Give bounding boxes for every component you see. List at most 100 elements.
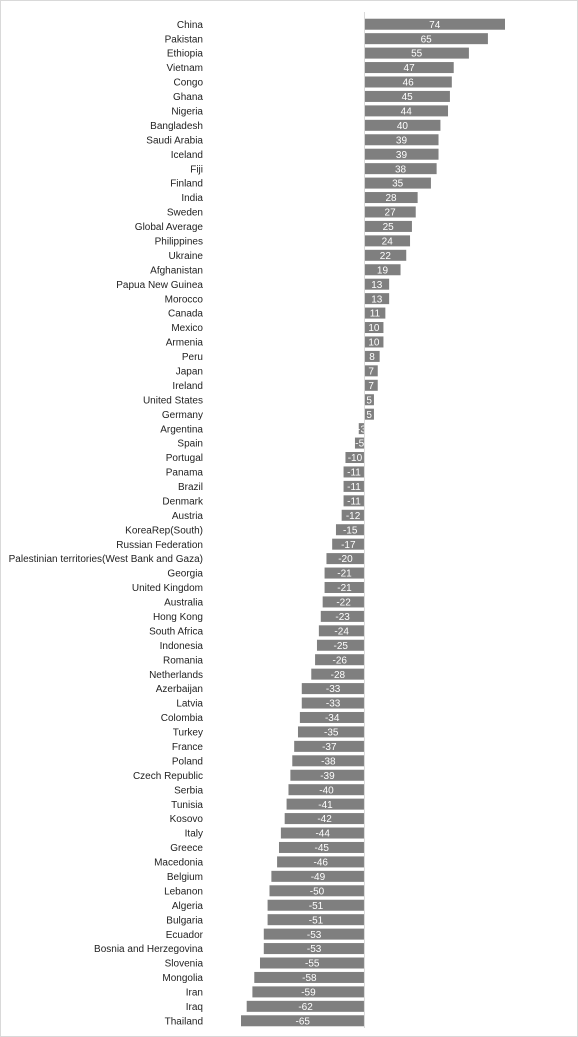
category-label: Hong Kong (153, 612, 203, 623)
category-label: Philippines (155, 237, 203, 248)
value-label: 40 (397, 121, 409, 132)
value-label: 39 (396, 135, 408, 146)
category-label: Afghanistan (150, 265, 203, 276)
value-label: -21 (337, 583, 352, 594)
bar (324, 567, 365, 579)
bar (278, 841, 365, 853)
bar (364, 264, 401, 276)
category-label: Bosnia and Herzegovina (94, 944, 203, 955)
bar (343, 480, 365, 492)
value-label: -42 (317, 814, 332, 825)
value-label: -62 (298, 1002, 313, 1013)
bar (315, 654, 365, 666)
bar (364, 220, 412, 232)
value-label: 28 (385, 193, 397, 204)
value-label: 5 (366, 395, 372, 406)
bar (364, 278, 390, 290)
category-label: Pakistan (165, 34, 203, 45)
category-label: Romania (163, 655, 203, 666)
category-label: Indonesia (160, 641, 204, 652)
bar (294, 740, 365, 752)
bar (335, 524, 365, 536)
value-label: -49 (311, 872, 326, 883)
category-label: France (172, 742, 204, 753)
category-label: Iran (186, 988, 203, 999)
value-label: -51 (309, 901, 324, 912)
bar (364, 379, 378, 391)
value-label: 7 (368, 381, 374, 392)
category-label: Peru (182, 352, 203, 363)
bar (241, 1015, 365, 1027)
category-label: Macedonia (154, 858, 203, 869)
bar (316, 639, 365, 651)
bar (343, 466, 365, 478)
category-label: Denmark (162, 496, 204, 507)
category-label: United Kingdom (132, 583, 203, 594)
value-label: 13 (371, 280, 383, 291)
category-label: Slovenia (165, 959, 204, 970)
value-label: 44 (401, 107, 413, 118)
value-label: -37 (322, 742, 337, 753)
value-label: -53 (307, 930, 322, 941)
value-label: 47 (404, 63, 416, 74)
bar (364, 206, 416, 218)
bar (280, 827, 365, 839)
bar (364, 148, 439, 160)
bar (277, 856, 365, 868)
value-label: 35 (392, 179, 404, 190)
bar (364, 192, 418, 204)
category-label: Congo (174, 78, 204, 89)
value-label: -41 (318, 800, 333, 811)
value-label: -50 (310, 886, 325, 897)
value-label: 65 (421, 34, 433, 45)
category-label: Palestinian territories(West Bank and Ga… (9, 554, 203, 565)
value-label: -3 (357, 424, 366, 435)
bar (252, 986, 365, 998)
value-label: -11 (347, 496, 361, 507)
category-label: Lebanon (164, 886, 203, 897)
category-label: Ireland (172, 381, 203, 392)
value-label: -10 (348, 453, 363, 464)
bar (364, 249, 407, 261)
category-label: Poland (172, 756, 203, 767)
category-label: Sweden (167, 208, 203, 219)
category-label: Iceland (171, 150, 203, 161)
category-label: Greece (170, 843, 203, 854)
value-label: -17 (341, 540, 356, 551)
value-label: 46 (403, 78, 415, 89)
category-label: Mongolia (162, 973, 203, 984)
bar (254, 971, 365, 983)
bar (364, 177, 431, 189)
bar (288, 784, 365, 796)
value-label: -40 (319, 785, 334, 796)
value-label: -20 (338, 554, 353, 565)
value-label: -33 (326, 684, 341, 695)
value-label: -45 (314, 843, 329, 854)
bar (297, 726, 365, 738)
bar (364, 18, 505, 30)
category-label: Thailand (165, 1016, 203, 1027)
bar (318, 625, 365, 637)
bar (301, 683, 365, 695)
value-label: -58 (302, 973, 317, 984)
bar (358, 423, 365, 435)
category-label: United States (143, 395, 203, 406)
bar (364, 90, 450, 102)
category-label: Bangladesh (150, 121, 203, 132)
bar (301, 697, 365, 709)
bar (364, 47, 469, 59)
category-label: KoreaRep(South) (125, 525, 203, 536)
bar (364, 119, 441, 131)
value-label: -33 (326, 699, 341, 710)
category-label: Netherlands (149, 670, 203, 681)
bar (263, 943, 365, 955)
category-label: Germany (162, 410, 203, 421)
category-label: Armenia (166, 338, 204, 349)
bar (364, 408, 374, 420)
value-label: 5 (366, 410, 372, 421)
bar (364, 307, 386, 319)
bar (364, 105, 449, 117)
value-label: 11 (370, 309, 381, 320)
category-label: Czech Republic (133, 771, 203, 782)
bar (343, 495, 365, 507)
